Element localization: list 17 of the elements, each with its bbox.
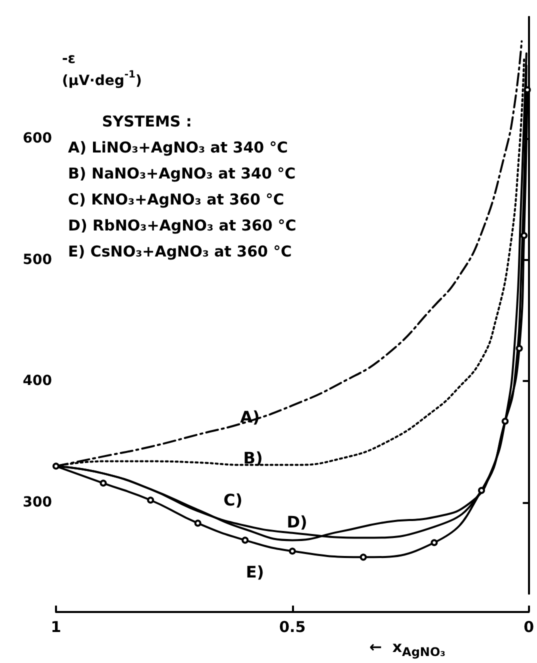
annotation: C) KNO₃+AgNO₃ at 360 °C <box>68 190 284 208</box>
x-tick-label: 0.5 <box>279 618 306 636</box>
annotation: D) <box>286 512 308 532</box>
x-tick-label: 1 <box>50 618 62 636</box>
y-tick-label: 600 <box>22 130 52 146</box>
annotation: D) RbNO₃+AgNO₃ at 360 °C <box>68 216 296 234</box>
annotation: E) <box>246 562 264 582</box>
y-tick-label: 400 <box>22 373 52 390</box>
annotation: E) CsNO₃+AgNO₃ at 360 °C <box>68 242 292 260</box>
annotation: A) LiNO₃+AgNO₃ at 340 °C <box>68 138 288 156</box>
annotation: B) <box>243 448 263 468</box>
y-tick-label: 500 <box>22 252 52 268</box>
y-tick-label: 300 <box>22 494 52 511</box>
annotation: SYSTEMS : <box>102 112 192 130</box>
annotation: C) <box>223 490 243 510</box>
annotation: B) NaNO₃+AgNO₃ at 340 °C <box>68 164 296 182</box>
x-tick-label: 0 <box>524 618 534 636</box>
